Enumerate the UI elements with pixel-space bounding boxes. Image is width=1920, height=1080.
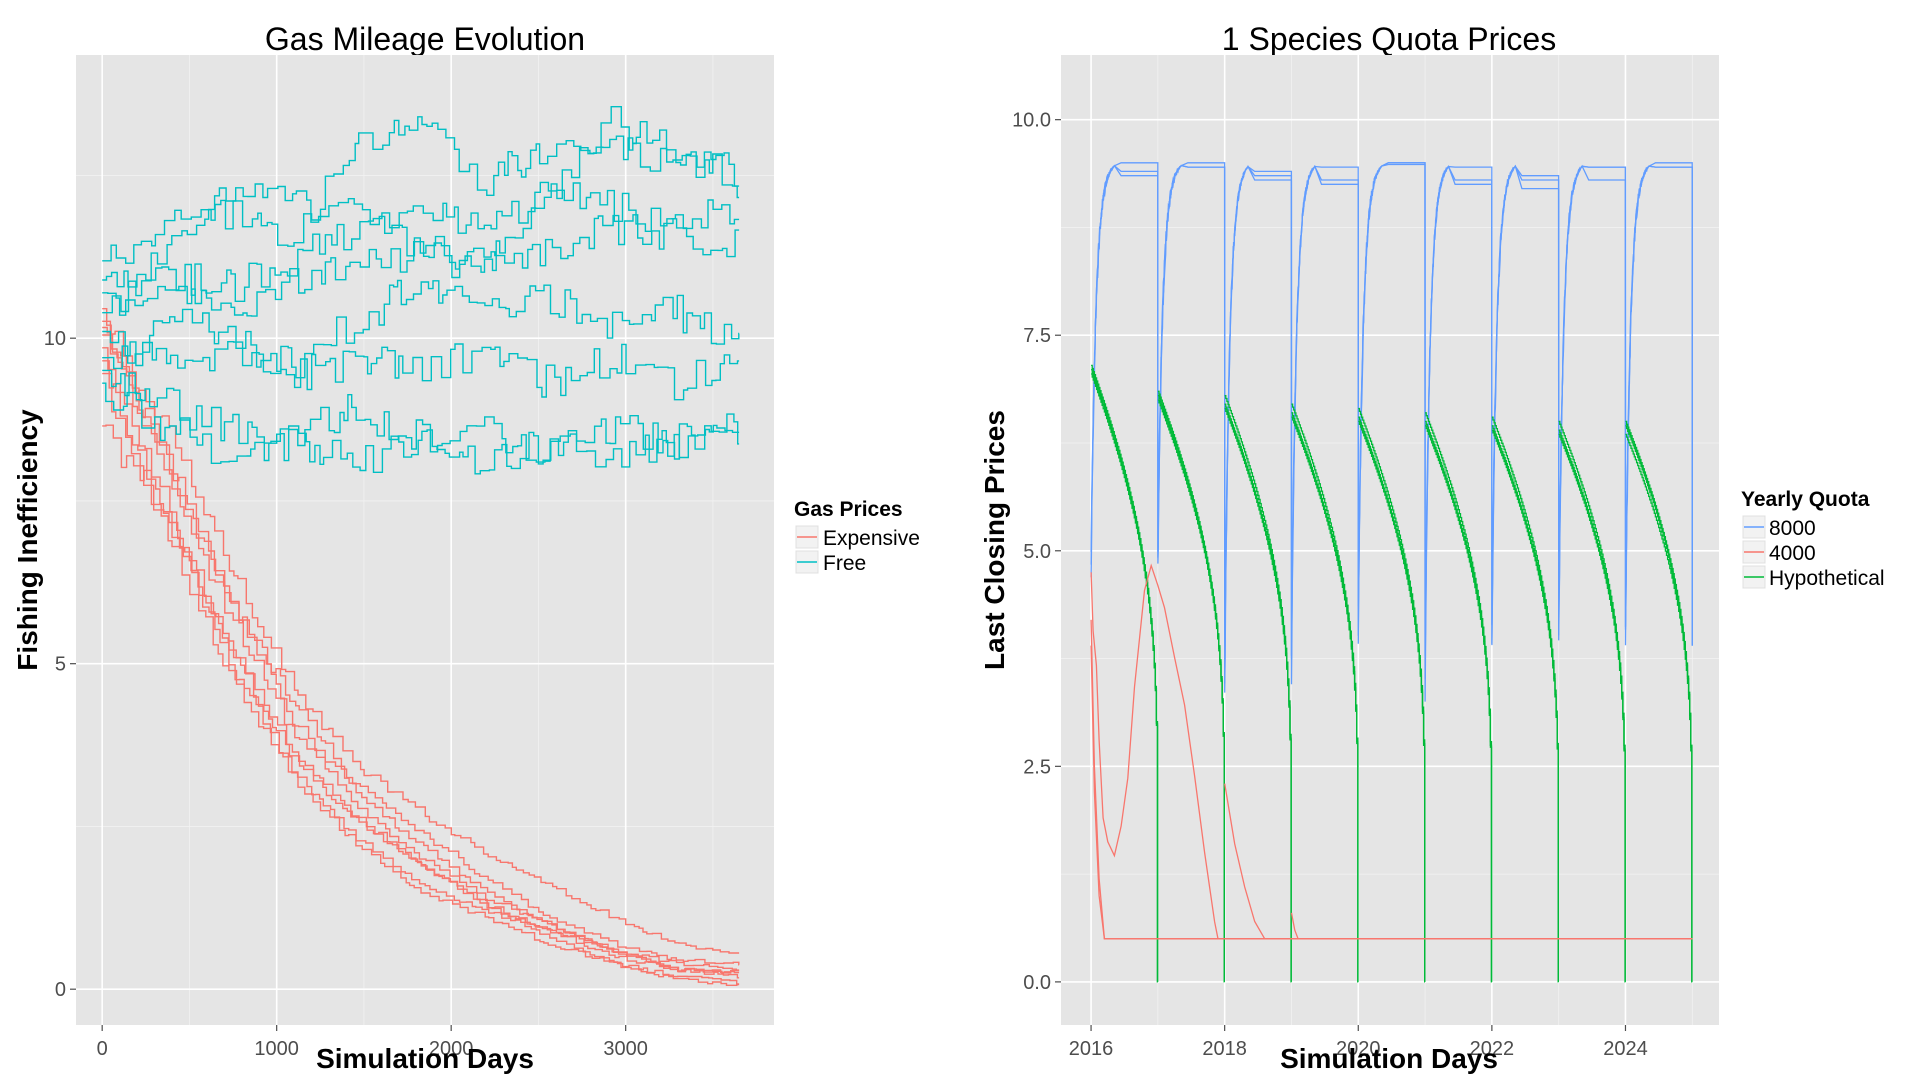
y-tick-label: 5.0 xyxy=(1023,541,1051,563)
chart-title: 1 Species Quota Prices xyxy=(1222,21,1556,57)
y-tick-label: 7.5 xyxy=(1023,325,1051,347)
y-tick-label: 10.0 xyxy=(1012,110,1051,132)
legend-item-free: Free xyxy=(795,550,866,575)
series-lines xyxy=(102,106,740,986)
legend-label: Free xyxy=(823,552,866,575)
x-tick-label: 3000 xyxy=(603,1038,648,1060)
x-tick-label: 2016 xyxy=(1069,1038,1114,1060)
plot-panel xyxy=(1061,55,1719,1025)
x-tick-label: 0 xyxy=(97,1038,108,1060)
series-line-free xyxy=(102,214,740,317)
legend-item-4000: 4000 xyxy=(1742,540,1816,565)
series-line-hypothetical xyxy=(1558,433,1626,983)
legend-item-expensive: Expensive xyxy=(795,525,920,550)
x-tick-label: 2020 xyxy=(1336,1038,1381,1060)
legend: Gas Prices Expensive Free xyxy=(794,498,920,575)
x-tick-label: 2018 xyxy=(1202,1038,1247,1060)
y-axis-title: Last Closing Prices xyxy=(979,410,1010,670)
y-tick-label: 0 xyxy=(55,979,66,1001)
y-axis-title: Fishing Inefficiency xyxy=(12,409,43,671)
legend-title: Gas Prices xyxy=(794,498,903,521)
legend-label: Expensive xyxy=(823,527,920,550)
series-line-free xyxy=(102,369,740,463)
x-axis-title: Simulation Days xyxy=(1280,1043,1498,1074)
series-line-free xyxy=(102,106,740,314)
gridlines xyxy=(76,55,774,1025)
legend-title: Yearly Quota xyxy=(1741,488,1870,511)
y-tick-label: 0.0 xyxy=(1023,972,1051,994)
chart-title: Gas Mileage Evolution xyxy=(265,21,585,57)
legend-label: 4000 xyxy=(1769,542,1816,565)
y-ticks: 0.0 2.5 5.0 7.5 10.0 xyxy=(1012,110,1061,994)
series-line-hypothetical xyxy=(1291,416,1359,983)
series-line-hypothetical xyxy=(1358,420,1426,983)
series-lines xyxy=(1090,162,1693,983)
series-line-hypothetical xyxy=(1491,429,1559,983)
series-line-8000 xyxy=(1090,163,1693,675)
series-line-hypothetical xyxy=(1091,373,1159,983)
x-tick-label: 2024 xyxy=(1603,1038,1648,1060)
series-line-free xyxy=(102,279,740,379)
series-line-hypothetical xyxy=(1157,399,1225,983)
series-line-4000 xyxy=(1224,783,1266,940)
series-line-expensive xyxy=(102,424,740,986)
chart-quota-prices: 1 Species Quota Prices 2016 2018 2020 2022 2… xyxy=(979,21,1885,1074)
legend-label: Hypothetical xyxy=(1769,567,1885,590)
series-line-free xyxy=(102,382,740,475)
series-line-4000 xyxy=(1290,912,1299,940)
series-line-hypothetical xyxy=(1558,420,1626,983)
x-tick-label: 2000 xyxy=(429,1038,474,1060)
series-line-hypothetical xyxy=(1358,407,1426,983)
series-line-hypothetical xyxy=(1625,425,1693,983)
series-line-4000 xyxy=(1090,563,1693,940)
series-line-hypothetical xyxy=(1425,425,1493,983)
series-line-hypothetical xyxy=(1224,394,1292,983)
y-ticks: 0 5 10 xyxy=(44,328,76,1001)
y-tick-label: 5 xyxy=(55,654,66,676)
series-line-expensive xyxy=(102,334,740,954)
x-axis-title: Simulation Days xyxy=(316,1043,534,1074)
legend-label: 8000 xyxy=(1769,517,1816,540)
series-line-hypothetical xyxy=(1291,403,1359,983)
legend-item-8000: 8000 xyxy=(1742,515,1816,540)
series-line-expensive xyxy=(102,320,740,979)
chart-gas-mileage: Gas Mileage Evolution 0 1000 2000 3000 0 5 10… xyxy=(12,21,920,1074)
y-tick-label: 10 xyxy=(44,328,66,350)
series-line-hypothetical xyxy=(1625,433,1693,983)
series-line-hypothetical xyxy=(1491,416,1559,983)
x-ticks: 0 1000 2000 3000 xyxy=(97,1025,648,1060)
x-tick-label: 1000 xyxy=(254,1038,299,1060)
series-line-4000 xyxy=(1090,645,1693,940)
series-line-hypothetical xyxy=(1224,407,1292,983)
legend-item-hypothetical: Hypothetical xyxy=(1742,565,1885,590)
series-line-free xyxy=(102,330,740,401)
series-line-expensive xyxy=(102,372,740,985)
x-tick-label: 2022 xyxy=(1470,1038,1515,1060)
series-line-expensive xyxy=(102,360,740,974)
legend: Yearly Quota 8000 4000 Hypothetical xyxy=(1741,488,1885,590)
series-line-expensive xyxy=(102,326,740,973)
x-ticks: 2016 2018 2020 2022 2024 xyxy=(1069,1025,1648,1060)
series-line-hypothetical xyxy=(1425,412,1493,983)
y-tick-label: 2.5 xyxy=(1023,756,1051,778)
